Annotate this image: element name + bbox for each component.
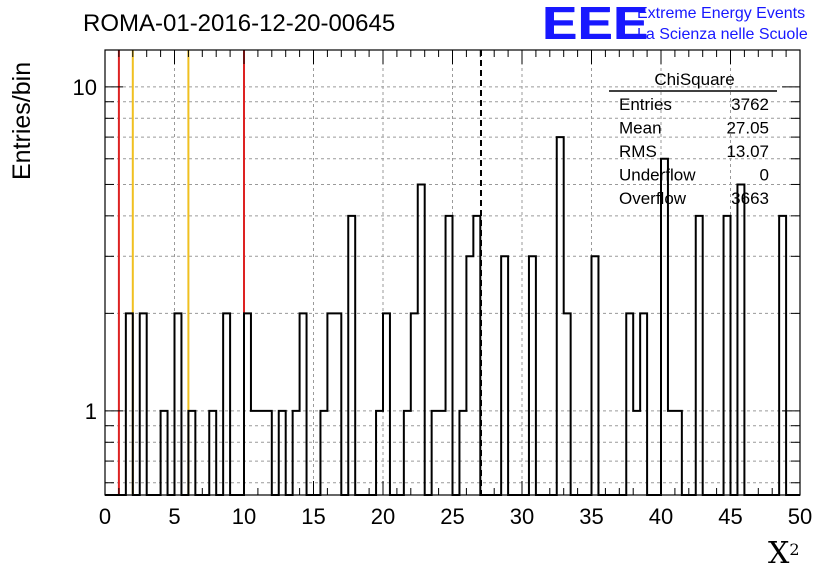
- eee-logo-mark: EEE: [542, 0, 649, 49]
- histogram-bins: [126, 137, 786, 495]
- x-tick-label: 10: [232, 504, 256, 529]
- y-tick-label: 10: [73, 75, 97, 100]
- x-axis-label-superscript: 2: [789, 540, 800, 559]
- reference-lines: [117, 50, 482, 495]
- histogram-bin: [529, 256, 536, 495]
- histogram-bin: [348, 216, 355, 495]
- x-tick-label: 50: [788, 504, 812, 529]
- histogram-bin: [779, 216, 786, 495]
- x-tick-label: 0: [99, 504, 111, 529]
- x-axis-label-base: X: [768, 536, 790, 571]
- logo-line-1: Extreme Energy Events: [637, 5, 806, 22]
- axis-ticks: 0 5 10 15 20 25 30 35 40 45 50 1 10: [73, 50, 812, 529]
- x-axis-label: X2: [768, 536, 800, 571]
- histogram-bin: [737, 184, 744, 495]
- histogram-bin: [300, 313, 307, 495]
- histogram-bin: [140, 313, 147, 495]
- histogram-bin: [175, 313, 182, 495]
- stats-value: 3762: [731, 95, 769, 114]
- histogram-bin: [327, 313, 334, 495]
- x-tick-label: 5: [168, 504, 180, 529]
- histogram-bin: [592, 256, 599, 495]
- histogram-bin: [557, 137, 564, 495]
- histogram-bin: [564, 313, 571, 495]
- stats-value: 0: [760, 166, 769, 185]
- x-tick-label: 30: [510, 504, 534, 529]
- histogram-bin: [473, 216, 480, 495]
- histogram-bin: [640, 313, 647, 495]
- stats-value: 27.05: [726, 119, 769, 138]
- stats-label: Entries: [619, 95, 672, 114]
- x-tick-label: 40: [649, 504, 673, 529]
- histogram-bin: [223, 313, 230, 495]
- eee-logo: EEE Extreme Energy Events La Scienza nel…: [542, 0, 832, 49]
- x-tick-label: 15: [301, 504, 325, 529]
- histogram-bin: [466, 256, 473, 495]
- x-tick-label: 45: [718, 504, 742, 529]
- stats-label: RMS: [619, 142, 657, 161]
- histogram-bin: [696, 216, 703, 495]
- histogram-bin: [411, 313, 418, 495]
- histogram-bin: [446, 216, 453, 495]
- x-tick-label: 20: [371, 504, 395, 529]
- chart-title: ROMA-01-2016-12-20-00645: [83, 10, 396, 37]
- stats-label: Underflow: [619, 166, 696, 185]
- histogram-bin: [334, 313, 341, 495]
- histogram-outline: [105, 136, 800, 496]
- histogram-bin: [244, 313, 251, 495]
- stats-name: ChiSquare: [654, 70, 734, 89]
- stats-value: 13.07: [726, 142, 769, 161]
- histogram-bin: [501, 256, 508, 495]
- x-tick-label: 25: [440, 504, 464, 529]
- y-tick-label: 1: [85, 399, 97, 424]
- histogram-bin: [418, 184, 425, 495]
- logo-line-2: La Scienza nelle Scuole: [637, 26, 808, 43]
- x-tick-label: 35: [579, 504, 603, 529]
- histogram-bin: [626, 313, 633, 495]
- histogram-bin: [661, 159, 668, 495]
- histogram-bin: [724, 216, 731, 495]
- stats-value: 3663: [731, 189, 769, 208]
- histogram-bin: [126, 313, 133, 495]
- stats-box: ChiSquare Entries 3762 Mean 27.05 RMS 13.07 Und…: [609, 70, 777, 208]
- stats-label: Mean: [619, 119, 662, 138]
- histogram-bin: [383, 313, 390, 495]
- stats-label: Overflow: [619, 189, 687, 208]
